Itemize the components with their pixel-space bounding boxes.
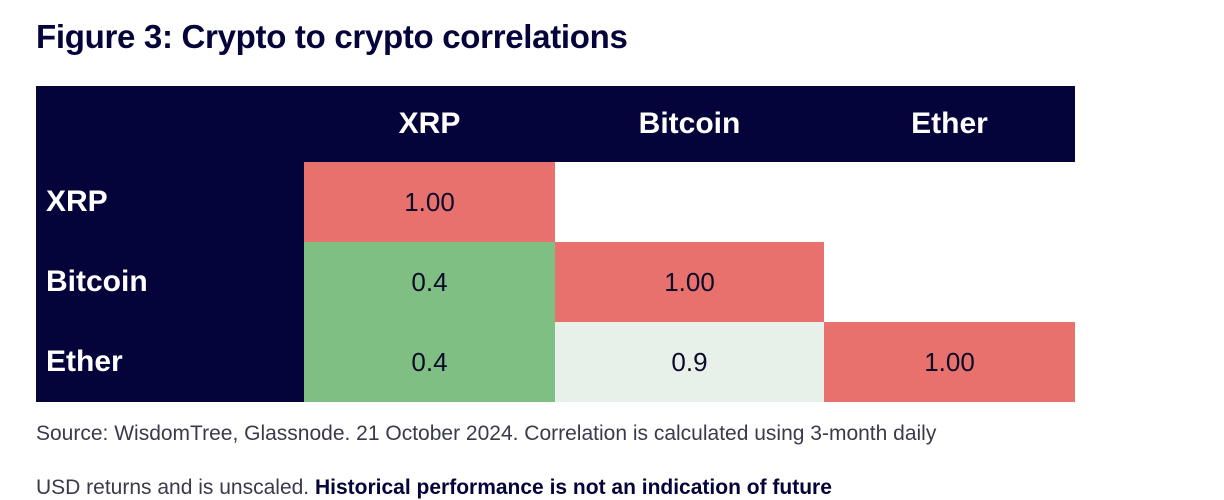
corr-cell-bitcoin-bitcoin: 1.00 [555,242,824,322]
source-note: Source: WisdomTree, Glassnode. 21 Octobe… [36,422,937,445]
corr-cell-ether-xrp: 0.4 [304,322,555,402]
row-header-ether: Ether [36,322,304,402]
correlation-matrix: XRP Bitcoin Ether XRP Bitcoin Ether 1.00… [36,86,1075,402]
corr-cell-xrp-xrp: 1.00 [304,162,555,242]
corr-cell-ether-bitcoin: 0.9 [555,322,824,402]
col-header-xrp: XRP [304,86,555,162]
source-note-continued: USD returns and is unscaled. Historical … [36,476,832,500]
header-corner [36,86,304,162]
corr-cell-bitcoin-xrp: 0.4 [304,242,555,322]
corr-cell-ether-ether: 1.00 [824,322,1075,402]
col-header-ether: Ether [824,86,1075,162]
figure-title: Figure 3: Crypto to crypto correlations [36,18,628,55]
col-header-bitcoin: Bitcoin [555,86,824,162]
row-header-xrp: XRP [36,162,304,242]
row-header-bitcoin: Bitcoin [36,242,304,322]
